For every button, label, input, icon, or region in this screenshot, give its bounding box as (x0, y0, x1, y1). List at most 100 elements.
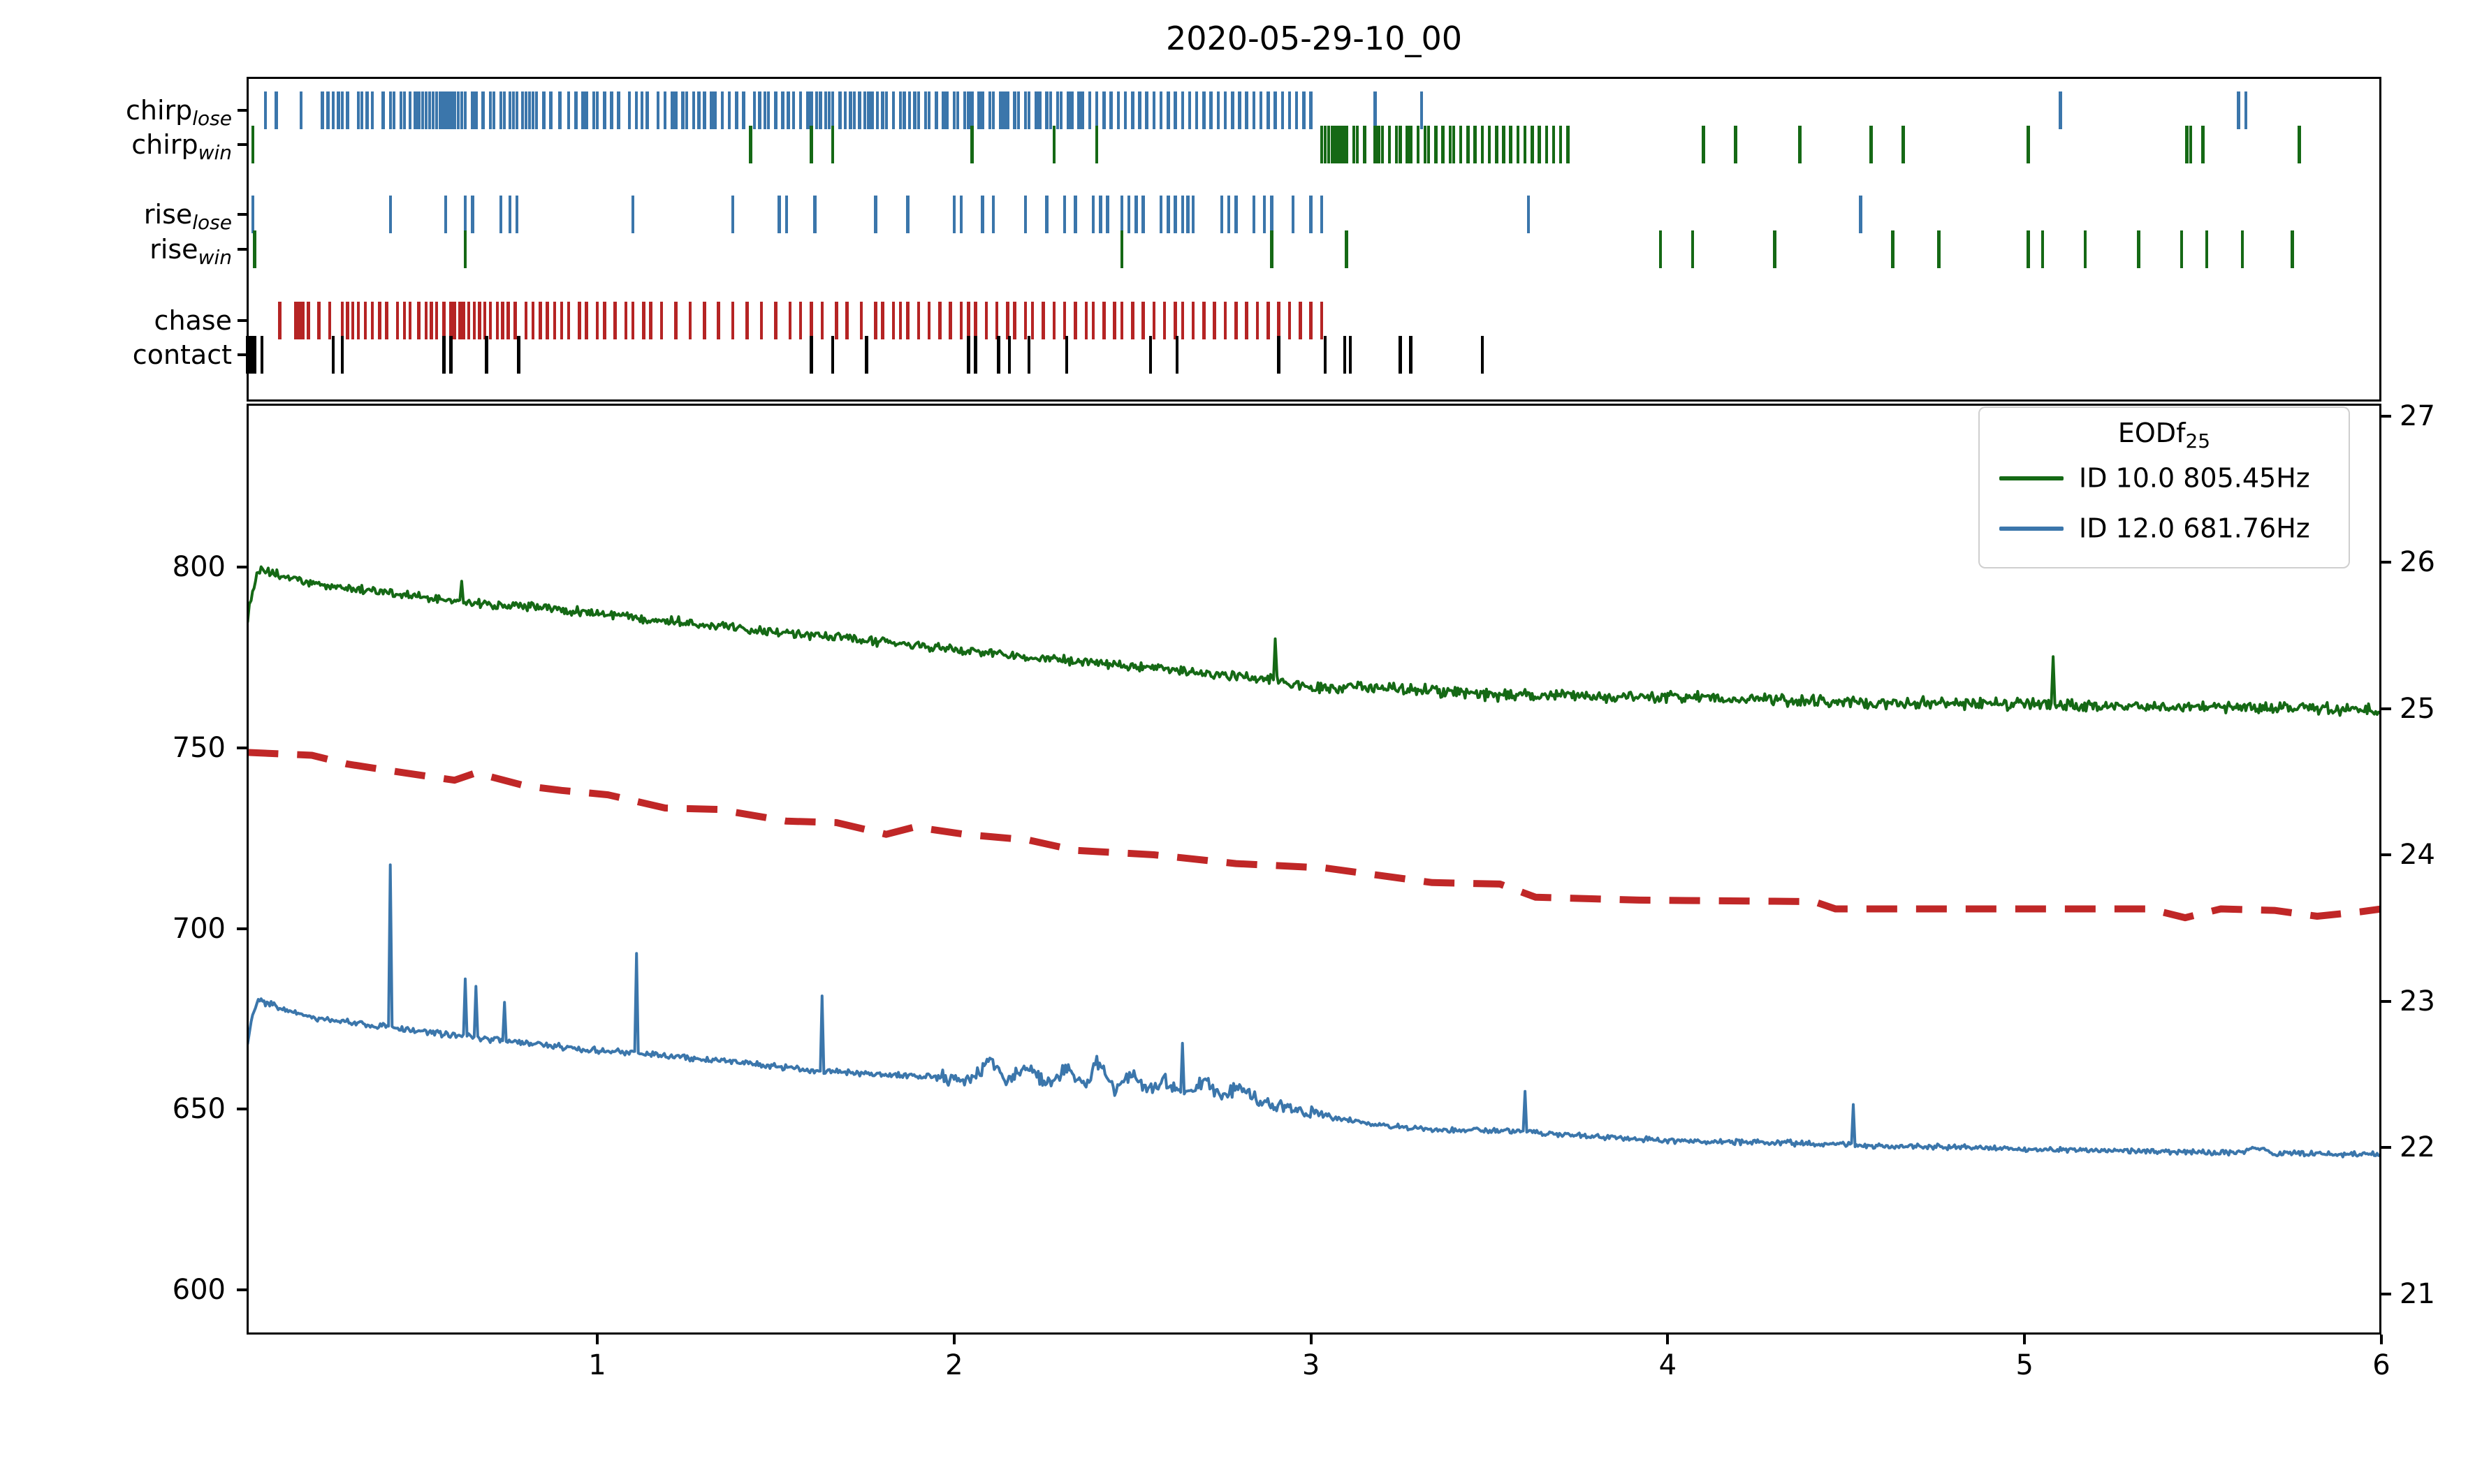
raster-event-chirp_lose (1238, 91, 1241, 129)
raster-event-chirp_win (749, 126, 752, 163)
raster-event-chase (1255, 302, 1260, 339)
raster-event-contact (1399, 336, 1402, 374)
raster-event-chase (595, 302, 599, 339)
raster-row-label-chase: chase (154, 305, 232, 336)
raster-event-rise_lose (388, 196, 393, 233)
raster-event-chirp_win (1363, 126, 1366, 163)
raster-event-chirp_lose (774, 91, 777, 129)
xtick-mark (1309, 1335, 1313, 1344)
left-ytick-mark (237, 1108, 247, 1111)
raster-event-chirp_lose (1145, 91, 1148, 129)
raster-event-chase (298, 302, 301, 339)
raster-event-chase (567, 302, 571, 339)
raster-event-chase (1042, 302, 1045, 339)
raster-event-rise_lose (1252, 196, 1256, 233)
raster-event-chirp_win (1387, 126, 1392, 163)
right-ytick-mark (2381, 1292, 2391, 1295)
raster-event-chase (624, 302, 628, 339)
raster-event-chirp_lose (388, 91, 393, 129)
raster-event-chirp_win (1334, 126, 1338, 163)
raster-event-chirp_lose (502, 91, 506, 129)
raster-event-chase (1023, 302, 1028, 339)
raster-ytick-mark (238, 213, 247, 216)
raster-event-rise_lose (1526, 196, 1531, 233)
raster-event-rise_lose (1106, 196, 1109, 233)
raster-event-rise_lose (1063, 196, 1067, 233)
raster-event-chirp_lose (692, 91, 696, 129)
raster-event-chirp_lose (340, 91, 344, 129)
raster-event-rise_lose (1091, 196, 1095, 233)
raster-event-chase (898, 302, 903, 339)
raster-event-chirp_win (1552, 126, 1556, 163)
raster-event-chase (531, 302, 535, 339)
raster-event-chirp_lose (263, 91, 268, 129)
raster-event-chirp_lose (595, 91, 599, 129)
raster-event-chirp_lose (913, 91, 917, 129)
legend-title-subscript: 25 (2185, 429, 2211, 453)
raster-event-chirp_lose (991, 91, 995, 129)
raster-event-chase (1162, 302, 1167, 339)
raster-event-chirp_win (831, 126, 835, 163)
raster-event-chirp_lose (1302, 91, 1306, 129)
raster-event-chirp_lose (471, 91, 474, 129)
raster-event-contact (442, 336, 446, 374)
left-ytick-label: 750 (172, 731, 226, 764)
raster-event-rise_lose (784, 196, 789, 233)
raster-event-contact (831, 336, 835, 374)
raster-row-label-rise_lose: riselose (143, 199, 232, 234)
raster-event-rise_lose (1181, 196, 1184, 233)
raster-event-chirp_lose (781, 91, 784, 129)
raster-event-rise_lose (499, 196, 503, 233)
raster-event-chirp_lose (481, 91, 485, 129)
raster-event-chase (395, 302, 400, 339)
raster-event-chirp_lose (863, 91, 867, 129)
raster-event-chirp_win (1399, 126, 1402, 163)
raster-event-rise_win (1120, 230, 1124, 268)
raster-ytick-mark (238, 319, 247, 322)
raster-event-chirp_lose (421, 91, 424, 129)
raster-event-chirp_lose (1027, 91, 1031, 129)
raster-event-chirp_win (1516, 126, 1520, 163)
raster-event-chirp_win (1523, 126, 1527, 163)
raster-event-chirp_lose (1045, 91, 1049, 129)
raster-event-chase (1120, 302, 1124, 339)
raster-event-chase (346, 302, 349, 339)
raster-event-chirp_lose (1266, 91, 1270, 129)
raster-event-chirp_win (1341, 126, 1345, 163)
raster-event-chase (462, 302, 465, 339)
raster-event-chirp_lose (346, 91, 349, 129)
raster-event-chirp_lose (515, 91, 519, 129)
raster-event-contact (1323, 336, 1327, 374)
raster-event-chirp_lose (414, 91, 417, 129)
raster-event-contact (1277, 336, 1280, 374)
raster-panel (247, 77, 2381, 402)
legend-entry-label: ID 12.0 681.76Hz (2079, 513, 2310, 544)
raster-event-chirp_lose (1373, 91, 1377, 129)
raster-event-chirp_win (1538, 126, 1541, 163)
raster-event-chase (378, 302, 381, 339)
raster-event-chirp_lose (810, 91, 813, 129)
raster-event-chirp_win (1459, 126, 1463, 163)
raster-event-chase (845, 302, 849, 339)
raster-event-chirp_lose (674, 91, 678, 129)
raster-event-chirp_lose (858, 91, 861, 129)
raster-event-contact (810, 336, 813, 374)
xtick-mark (2380, 1335, 2383, 1344)
raster-event-chase (417, 302, 421, 339)
raster-event-rise_lose (1291, 196, 1295, 233)
raster-event-rise_lose (1127, 196, 1131, 233)
raster-event-chase (717, 302, 720, 339)
raster-event-chirp_win (1441, 126, 1445, 163)
series-temperature (249, 749, 2379, 922)
raster-event-chirp_lose (581, 91, 585, 129)
raster-event-chirp_lose (453, 91, 456, 129)
raster-event-chase (959, 302, 963, 339)
raster-event-chirp_lose (742, 91, 745, 129)
raster-event-contact (865, 336, 868, 374)
raster-event-rise_lose (874, 196, 877, 233)
raster-event-chase (1266, 302, 1270, 339)
raster-event-chase (642, 302, 645, 339)
raster-event-rise_lose (813, 196, 817, 233)
raster-event-chase (402, 302, 407, 339)
raster-event-contact (249, 336, 253, 374)
